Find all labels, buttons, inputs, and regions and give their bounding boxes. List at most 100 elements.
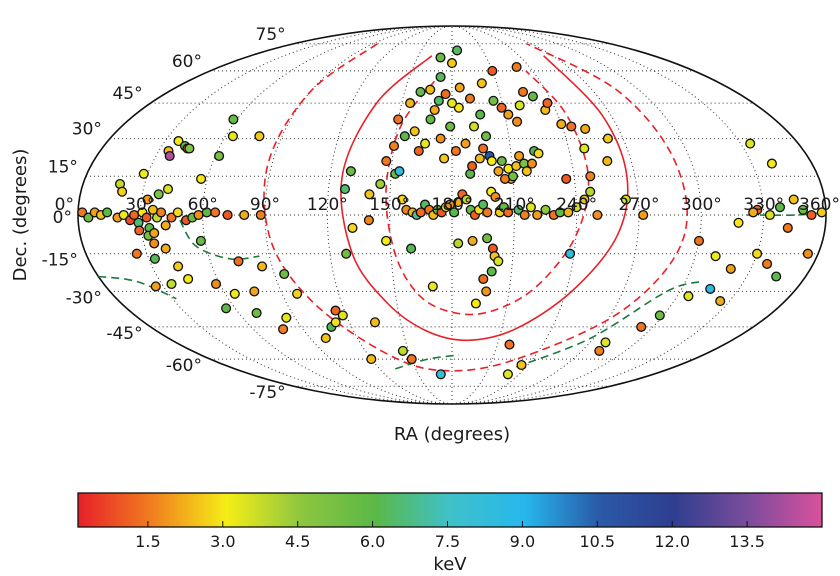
source-point xyxy=(478,273,489,285)
source-point xyxy=(496,156,507,167)
dec-tick-label: 75° xyxy=(256,25,286,45)
source-point xyxy=(481,286,492,297)
source-point xyxy=(450,145,461,157)
dec-tick-label: 45° xyxy=(112,84,142,104)
dec-tick-label: -45° xyxy=(106,324,142,344)
source-point xyxy=(774,202,786,213)
grid-meridian xyxy=(451,26,765,404)
grid-meridian xyxy=(326,26,453,404)
source-point xyxy=(83,212,94,223)
source-point xyxy=(693,235,705,246)
colorbar-tick-label: 13.5 xyxy=(729,532,765,551)
source-point xyxy=(762,258,773,269)
source-point xyxy=(196,173,207,184)
dec-tick-label: -75° xyxy=(249,383,285,403)
source-point xyxy=(425,84,436,95)
source-point xyxy=(705,283,716,294)
source-point xyxy=(488,95,499,106)
source-point xyxy=(427,281,438,292)
source-point xyxy=(683,291,694,302)
source-point xyxy=(375,178,386,190)
ra-tick-label: 30° xyxy=(125,195,155,215)
ra-tick-label: 150° xyxy=(369,195,410,215)
source-point xyxy=(249,286,260,297)
source-point xyxy=(468,121,480,132)
source-point xyxy=(229,288,240,299)
source-point xyxy=(339,184,351,195)
ra-tick-label: 90° xyxy=(250,195,280,215)
source-point xyxy=(480,131,492,142)
source-point xyxy=(435,52,446,63)
colorbar: 1.5 3.0 4.5 6.0 7.5 9.0 10.5 12.0 13.5 keV xyxy=(77,492,823,575)
ra-tick-label: 60° xyxy=(188,195,218,215)
source-point xyxy=(345,166,356,177)
source-point xyxy=(435,71,446,83)
source-point xyxy=(592,209,603,221)
source-point xyxy=(571,202,582,213)
source-point xyxy=(320,333,331,344)
dec-tick-label: -15° xyxy=(42,251,78,271)
source-point xyxy=(654,310,665,321)
source-point xyxy=(638,209,649,221)
source-point xyxy=(210,278,222,290)
source-point xyxy=(153,189,164,200)
source-point xyxy=(527,91,538,102)
source-point xyxy=(405,98,416,109)
source-point xyxy=(150,281,161,292)
dec-tick-label: 0° xyxy=(53,208,72,228)
dec-tick-label: -30° xyxy=(66,288,102,308)
source-point xyxy=(503,207,514,218)
source-point xyxy=(228,114,239,125)
source-point xyxy=(602,133,613,144)
source-point xyxy=(532,209,543,221)
source-point xyxy=(533,148,544,159)
source-point xyxy=(782,222,793,233)
source-point xyxy=(566,121,577,132)
source-point xyxy=(766,158,777,169)
source-point xyxy=(449,207,460,218)
source-point xyxy=(164,150,175,162)
grid-meridian xyxy=(139,26,453,404)
source-point xyxy=(496,102,507,113)
source-point xyxy=(429,104,440,116)
source-point xyxy=(435,369,446,380)
source-point xyxy=(149,238,160,249)
source-point xyxy=(131,248,142,259)
source-point xyxy=(507,171,519,182)
source-point xyxy=(255,209,266,221)
source-point xyxy=(467,235,478,246)
source-point xyxy=(363,215,374,226)
source-point xyxy=(470,298,481,309)
source-point xyxy=(330,305,341,316)
source-point xyxy=(166,278,177,290)
source-point xyxy=(439,153,450,164)
source-point xyxy=(464,93,476,104)
colorbar-tick-label: 3.0 xyxy=(210,532,235,551)
source-point xyxy=(393,114,404,125)
source-point xyxy=(561,173,572,184)
source-point xyxy=(514,150,525,162)
source-point xyxy=(467,161,478,172)
source-point xyxy=(406,354,417,365)
source-point xyxy=(279,268,290,280)
source-point xyxy=(748,207,759,218)
source-point xyxy=(526,158,538,169)
source-point xyxy=(556,119,567,130)
axis-ticks: 0° 30° 60° 90° 120° 150° 180° 210° 240° 270° 300° 3… xyxy=(42,25,840,403)
source-point xyxy=(446,58,458,69)
source-point xyxy=(117,186,128,197)
source-point xyxy=(149,228,160,239)
source-point xyxy=(142,194,153,205)
source-point xyxy=(733,217,744,228)
source-point xyxy=(453,238,464,249)
source-point xyxy=(474,153,485,164)
source-point xyxy=(525,202,536,213)
source-point xyxy=(254,131,265,142)
source-point xyxy=(461,194,472,205)
source-point xyxy=(257,261,268,272)
source-point xyxy=(516,359,527,371)
grid-meridian xyxy=(451,26,578,404)
source-point xyxy=(366,354,377,365)
colorbar-tick-label: 4.5 xyxy=(285,532,310,551)
